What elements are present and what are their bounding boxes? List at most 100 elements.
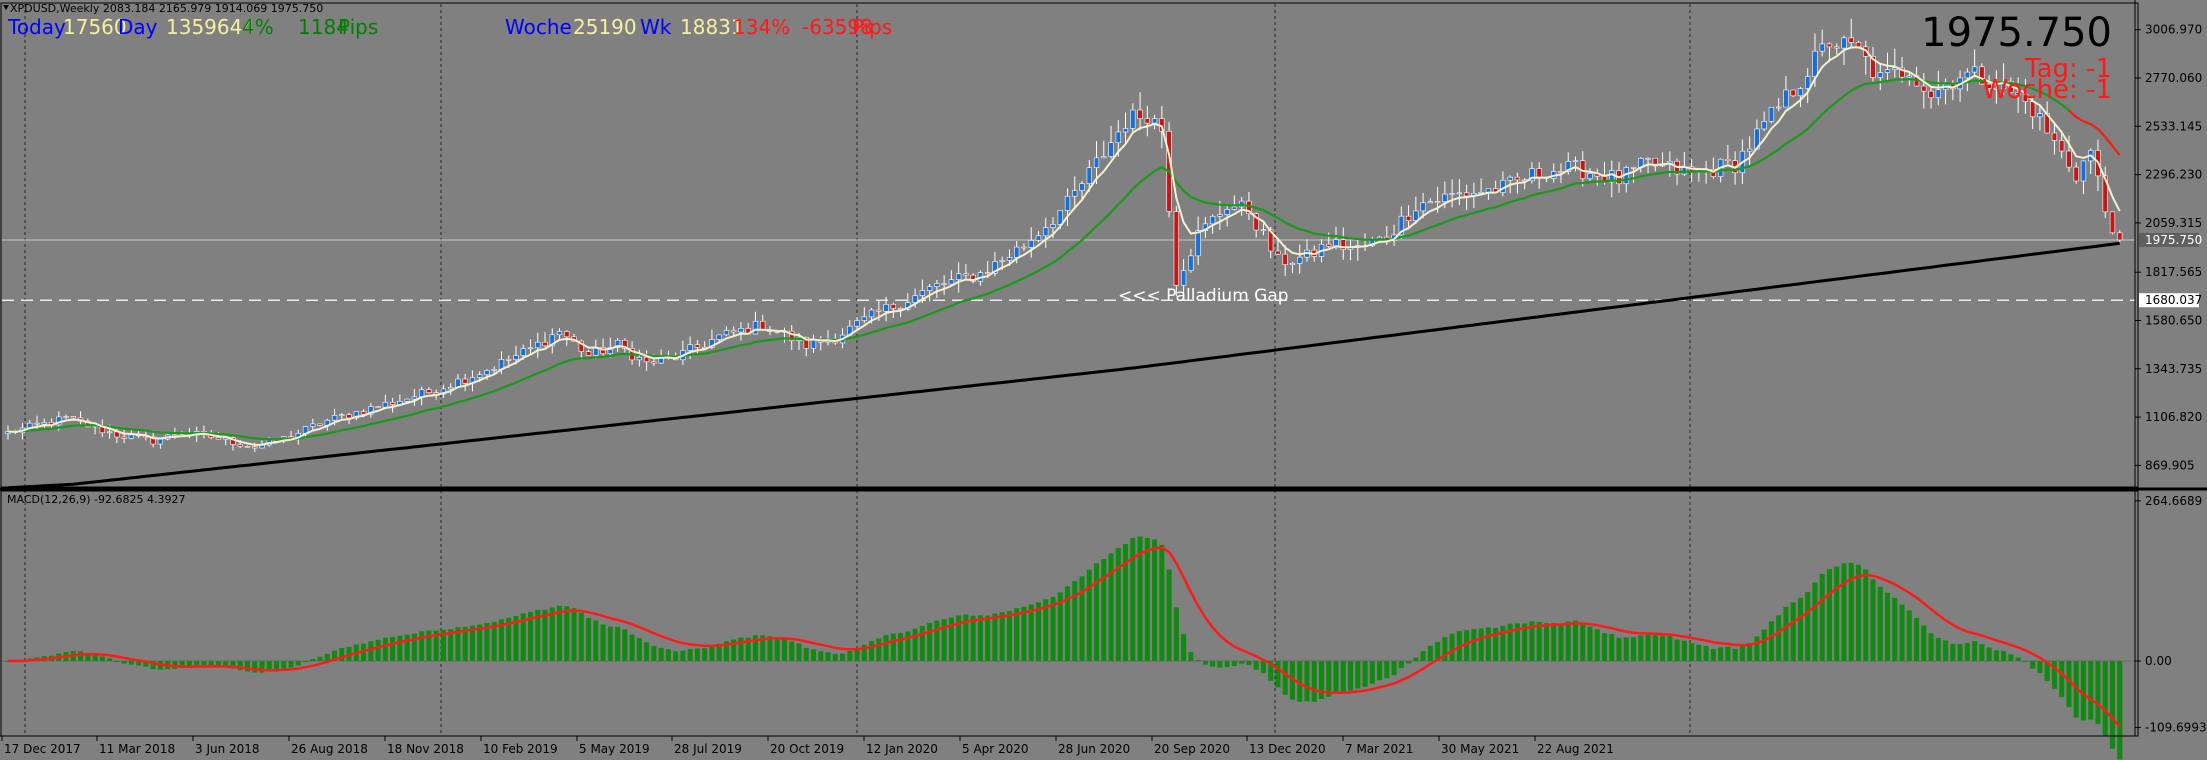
macd-histogram-bar xyxy=(150,660,156,670)
macd-histogram-bar xyxy=(136,660,142,666)
macd-histogram-bar xyxy=(1710,649,1716,661)
time-axis-label: 13 Dec 2020 xyxy=(1249,742,1326,756)
macd-histogram-bar xyxy=(1137,536,1143,661)
macd-histogram-bar xyxy=(549,607,555,661)
bull-candle xyxy=(1093,157,1100,169)
bull-candle xyxy=(1014,246,1020,258)
macd-histogram-bar xyxy=(455,627,461,661)
bull-candle xyxy=(752,320,759,335)
macd-histogram-bar xyxy=(2102,660,2108,736)
bull-candle xyxy=(1151,118,1158,124)
macd-histogram-bar xyxy=(731,639,737,661)
bull-candle xyxy=(810,339,817,349)
macd-histogram-bar xyxy=(1478,628,1484,661)
macd-histogram-bar xyxy=(1899,604,1905,661)
bull-candle xyxy=(527,347,534,350)
price-axis-label: 2296.230 xyxy=(2145,168,2202,182)
bull-candle xyxy=(1442,193,1448,203)
bull-candle xyxy=(128,434,135,439)
bear-candle xyxy=(1021,246,1027,249)
bull-candle xyxy=(1993,88,2000,90)
bear-candle xyxy=(970,274,976,282)
macd-histogram-bar xyxy=(2066,660,2072,708)
macd-histogram-bar xyxy=(1311,660,1317,702)
bull-candle xyxy=(1188,255,1194,271)
macd-histogram-bar xyxy=(259,660,265,673)
macd-histogram-bar xyxy=(1159,544,1165,661)
bear-candle xyxy=(506,359,512,361)
macd-histogram-bar xyxy=(1601,633,1608,661)
macd-histogram-bar xyxy=(1253,660,1259,670)
macd-histogram-bar xyxy=(665,649,671,661)
bull-candle xyxy=(716,334,722,340)
macd-histogram-bar xyxy=(1841,563,1847,661)
day-percent: 4% xyxy=(242,15,274,39)
macd-histogram-bar xyxy=(1921,625,1927,661)
price-level-lines xyxy=(2,239,2135,301)
macd-histogram-bar xyxy=(1877,586,1883,661)
macd-histogram-bar xyxy=(636,638,642,661)
gap-level-tag-label: 1680.037 xyxy=(2145,293,2202,307)
bull-candle xyxy=(912,295,918,303)
bull-candle xyxy=(353,411,359,419)
bear-candle xyxy=(1514,176,1521,181)
macd-histogram-bar xyxy=(876,638,882,661)
macd-histogram-bar xyxy=(230,660,236,669)
macd-histogram-bar xyxy=(1667,636,1673,661)
macd-histogram-bar xyxy=(1072,581,1078,661)
bull-candle xyxy=(955,273,962,280)
bull-candle xyxy=(1877,72,1883,78)
macd-histogram-bar xyxy=(1747,643,1753,661)
bear-candle xyxy=(1790,89,1796,97)
macd-histogram-bar xyxy=(1884,592,1891,661)
bull-candle xyxy=(63,416,69,418)
macd-histogram-bar xyxy=(143,660,149,667)
bull-candle xyxy=(1413,210,1419,221)
bear-candle xyxy=(1463,192,1470,197)
macd-histogram-bar xyxy=(121,660,127,664)
macd-histogram-bar xyxy=(767,636,773,661)
macd-histogram-bar xyxy=(1594,629,1600,661)
day-pips-suffix: Pips xyxy=(338,15,378,39)
bear-candle xyxy=(252,446,258,449)
macd-histogram-bar xyxy=(1413,657,1419,661)
bear-candle xyxy=(1275,250,1281,255)
macd-histogram-bar xyxy=(1906,610,1912,661)
day-label: Day xyxy=(118,15,158,39)
week-pips: -63598 xyxy=(802,15,873,39)
wk-value: 18831 xyxy=(680,15,744,39)
today-value: 17560 xyxy=(63,15,127,39)
macd-histogram-bar xyxy=(2001,651,2007,661)
bull-candle xyxy=(411,396,418,400)
macd-histogram-bar xyxy=(2008,654,2014,661)
macd-histogram-bar xyxy=(542,609,548,661)
bear-candle xyxy=(1921,85,1927,92)
macd-histogram-bar xyxy=(237,660,243,671)
bull-candle xyxy=(868,309,875,318)
macd-histogram-bar xyxy=(1870,579,1876,661)
price-axis-label: 869.905 xyxy=(2145,458,2195,472)
macd-histogram-bar xyxy=(1660,635,1666,661)
bull-candle xyxy=(607,347,613,354)
macd-histogram-bar xyxy=(869,640,875,661)
bull-candle xyxy=(883,304,889,312)
bull-candle xyxy=(520,348,526,356)
bull-candle xyxy=(1906,75,1912,78)
macd-histogram-bar xyxy=(92,653,98,661)
macd-histogram-bar xyxy=(1500,625,1506,661)
macd-histogram-bar xyxy=(629,634,635,661)
bull-candle xyxy=(1420,202,1426,212)
time-axis-label: 11 Mar 2018 xyxy=(99,742,175,756)
current-price-tag xyxy=(2139,232,2199,247)
bear-candle xyxy=(1173,211,1180,286)
macd-histogram-bar xyxy=(1101,558,1107,661)
macd-histogram-bar xyxy=(927,623,933,661)
macd-axis-label: 0.00 xyxy=(2145,654,2172,668)
bull-candle xyxy=(1217,214,1223,217)
macd-histogram-bar xyxy=(397,635,403,661)
price-axis-label: 1343.735 xyxy=(2145,362,2202,376)
macd-histogram-bar xyxy=(223,660,229,667)
macd-histogram-bar xyxy=(1914,617,1920,661)
time-axis-label: 28 Jul 2019 xyxy=(674,742,742,756)
